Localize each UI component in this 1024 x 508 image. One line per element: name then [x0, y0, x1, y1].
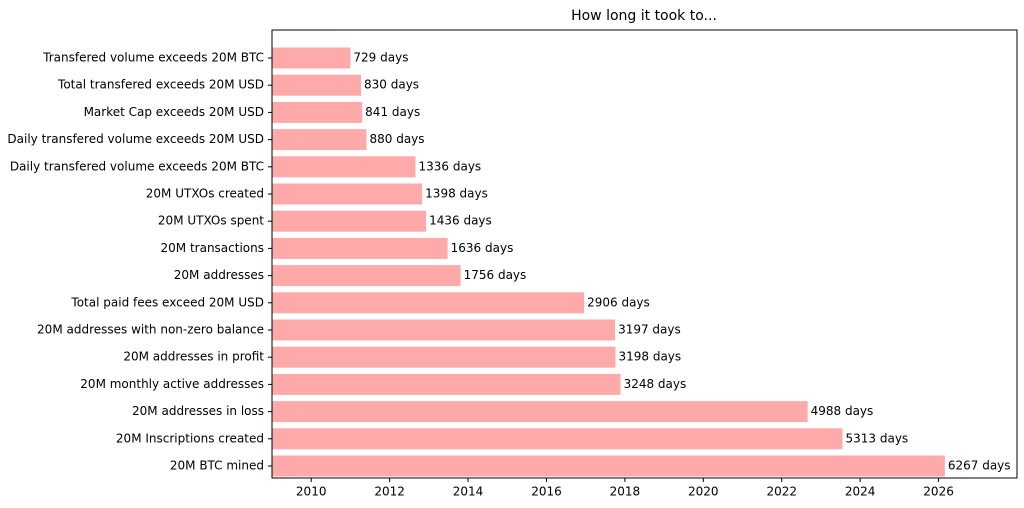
value-label: 1336 days	[419, 159, 482, 173]
value-label: 4988 days	[811, 404, 874, 418]
bar	[272, 183, 423, 205]
y-tick-label: Daily transfered volume exceeds 20M BTC	[10, 159, 264, 173]
y-tick-label: Transfered volume exceeds 20M BTC	[42, 51, 264, 65]
value-label: 729 days	[353, 51, 408, 65]
value-label: 841 days	[365, 105, 420, 119]
plot-frame	[271, 29, 1018, 479]
bar	[272, 265, 461, 287]
y-tick-label: 20M Inscriptions created	[116, 431, 264, 445]
y-tick-label: Daily transfered volume exceeds 20M USD	[7, 132, 264, 146]
x-tick-label: 2020	[688, 485, 719, 499]
chart-title: How long it took to...	[571, 8, 717, 24]
y-tick-label: 20M transactions	[161, 241, 264, 255]
y-tick-label: 20M BTC mined	[170, 459, 264, 473]
value-label: 6267 days	[948, 459, 1011, 473]
value-label: 5313 days	[846, 431, 909, 445]
value-label: 3248 days	[624, 377, 687, 391]
x-tick-label: 2016	[531, 485, 562, 499]
y-tick-label: 20M UTXOs spent	[158, 214, 264, 228]
x-tick-label: 2026	[923, 485, 954, 499]
bar	[272, 292, 585, 314]
bar	[272, 47, 351, 69]
bar	[272, 74, 362, 96]
x-tick-label: 2022	[766, 485, 797, 499]
bar	[272, 156, 416, 178]
value-label: 3197 days	[618, 323, 681, 337]
value-label: 1436 days	[429, 214, 492, 228]
y-tick-label: 20M addresses in profit	[123, 350, 264, 364]
value-label: 1756 days	[464, 268, 527, 282]
x-tick-label: 2024	[845, 485, 876, 499]
x-tick-label: 2014	[453, 485, 484, 499]
value-label: 1636 days	[451, 241, 514, 255]
bar	[272, 101, 363, 123]
y-tick-label: Total paid fees exceed 20M USD	[70, 295, 264, 309]
bar	[272, 401, 808, 423]
bar	[272, 428, 843, 450]
value-label: 830 days	[364, 78, 419, 92]
bar	[272, 455, 945, 477]
value-label: 880 days	[369, 132, 424, 146]
y-tick-label: 20M addresses	[174, 268, 264, 282]
bar	[272, 237, 448, 259]
bar	[272, 373, 621, 395]
y-tick-label: 20M monthly active addresses	[80, 377, 264, 391]
bar	[272, 129, 367, 151]
y-tick-label: 20M addresses in loss	[132, 404, 264, 418]
x-tick-label: 2012	[374, 485, 405, 499]
y-tick-label: 20M addresses with non-zero balance	[37, 323, 264, 337]
value-label: 2906 days	[587, 295, 650, 309]
bar	[272, 319, 616, 341]
y-tick-label: Market Cap exceeds 20M USD	[84, 105, 264, 119]
y-tick-label: 20M UTXOs created	[146, 187, 264, 201]
y-tick-label: Total transfered exceeds 20M USD	[57, 78, 264, 92]
bar	[272, 346, 616, 368]
x-tick-label: 2018	[610, 485, 641, 499]
value-label: 3198 days	[618, 350, 681, 364]
value-label: 1398 days	[425, 187, 488, 201]
x-tick-label: 2010	[296, 485, 327, 499]
bar	[272, 210, 427, 232]
